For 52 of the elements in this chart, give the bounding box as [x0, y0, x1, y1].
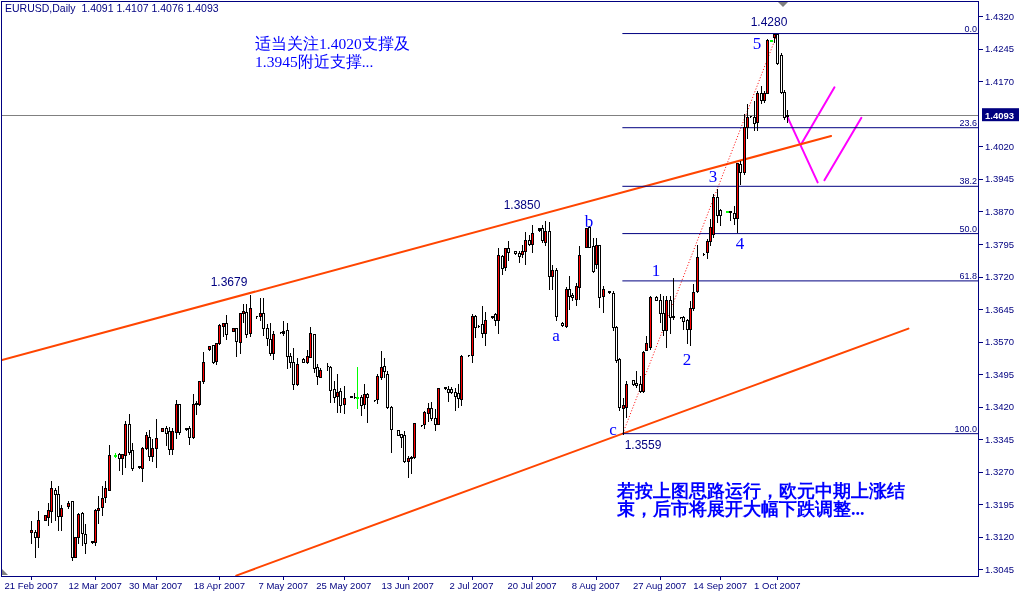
series-label: 23.6: [959, 117, 977, 128]
y-tick-label: 1.3270: [985, 466, 1015, 478]
legend-label: 61.8: [959, 270, 977, 281]
annotation: 1: [651, 260, 661, 280]
x-tick-label: 21 Feb 2007: [4, 580, 58, 591]
x-tick-label: 7 May 2007: [258, 580, 309, 591]
x-tick-label: 27 Aug 2007: [633, 580, 687, 591]
x-tick-label: 8 Aug 2007: [571, 580, 620, 591]
legend-label: 38.2: [959, 176, 977, 187]
annotation: a: [552, 325, 561, 345]
x-tick-label: 12 Mar 2007: [68, 580, 122, 591]
y-tick-label: 1.3720: [985, 271, 1015, 283]
annotation: b: [584, 211, 594, 231]
y-tick-label: 1.4170: [985, 75, 1015, 87]
annotation: 若按上图思路运行，欧元中期上涨结束，后市将展开大幅下跌调整...: [616, 481, 905, 519]
annotation: 1.4280: [750, 15, 788, 29]
x-tick-label: 14 Sep 2007: [693, 580, 748, 591]
series-label: 50.0: [959, 223, 977, 234]
x-tick-label: 2 Jul 2007: [449, 580, 494, 591]
y-tick-label: 1.4320: [985, 10, 1015, 22]
annotation: 3: [708, 166, 718, 186]
y-tick-label: 1.3645: [985, 303, 1015, 315]
annotation: 1.3679: [210, 275, 248, 289]
series-label: 0.0: [964, 23, 977, 34]
annotation: c: [609, 419, 618, 439]
y-tick-label: 1.4245: [985, 43, 1015, 55]
y-tick-label: 1.3345: [985, 433, 1015, 445]
series-label: 100.0: [954, 423, 977, 434]
annotation: 5: [752, 33, 762, 53]
x-tick-label: 13 Jun 2007: [381, 580, 434, 591]
annotation: 1.3559: [624, 438, 662, 452]
chart-title: EURUSD,Daily 1.4091 1.4107 1.4076 1.4093: [5, 2, 219, 14]
y-tick-label: 1.3045: [985, 563, 1015, 575]
x-tick-label: 20 Jul 2007: [507, 580, 557, 591]
annotation: 1.3850: [503, 198, 541, 212]
y-tick-label: 1.3420: [985, 401, 1015, 413]
y-tick-label: 1.3870: [985, 205, 1015, 217]
x-tick-label: 18 Apr 2007: [193, 580, 246, 591]
annotation: 4: [735, 233, 745, 253]
y-tick-label: 1.3495: [985, 368, 1015, 380]
y-tick-label: 1.3795: [985, 238, 1015, 250]
y-tick-label: 1.3195: [985, 498, 1015, 510]
y-tick-label: 1.3945: [985, 173, 1015, 185]
y-tick-label: 1.3570: [985, 336, 1015, 348]
x-tick-label: 1 Oct 2007: [754, 580, 801, 591]
y-tick-label: 1.3120: [985, 531, 1015, 543]
y-tick-label: 1.4020: [985, 140, 1015, 152]
ref-line-label: 1.4093: [985, 109, 1015, 121]
annotation: 适当关注1.4020支撑及1.3945附近支撑...: [255, 35, 410, 70]
annotation: 2: [682, 349, 692, 369]
x-tick-label: 25 May 2007: [316, 580, 372, 591]
x-tick-label: 30 Mar 2007: [128, 580, 183, 591]
